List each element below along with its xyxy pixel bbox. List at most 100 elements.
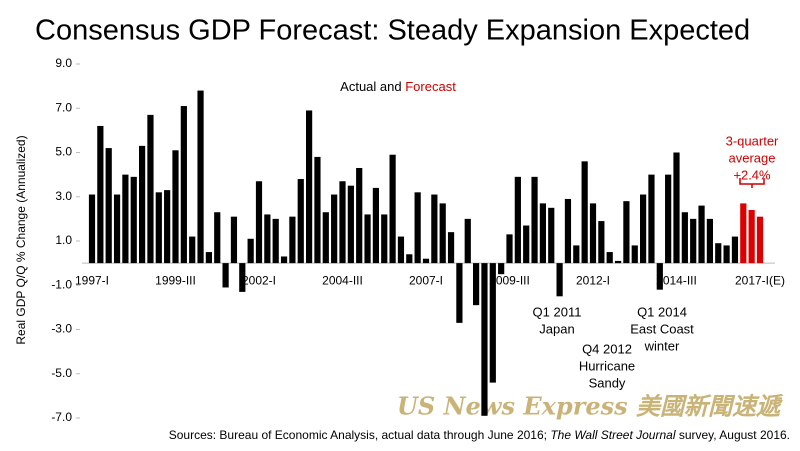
bar — [139, 145, 146, 264]
bar — [748, 210, 755, 264]
legend-forecast: Forecast — [405, 79, 456, 94]
x-tick-label: 2004-III — [322, 273, 363, 287]
bar — [372, 187, 379, 264]
chart-title: Consensus GDP Forecast: Steady Expansion… — [35, 15, 750, 47]
bar — [481, 263, 488, 416]
bar — [498, 263, 505, 275]
bracket — [739, 178, 765, 188]
legend: Actual and Forecast — [340, 79, 456, 94]
bar — [673, 152, 680, 264]
annotation: 3-quarter — [726, 133, 779, 148]
bar — [155, 192, 162, 264]
bar — [581, 161, 588, 264]
bar — [414, 192, 421, 264]
y-tick-label: -3.0 — [51, 322, 72, 336]
bar — [439, 203, 446, 264]
source-text: survey, August 2016. — [675, 428, 790, 442]
bar — [356, 167, 363, 264]
bar — [122, 174, 129, 264]
bar — [197, 90, 204, 264]
bar — [539, 203, 546, 264]
y-tick-label: -1.0 — [51, 277, 72, 291]
annotation: Japan — [539, 321, 574, 336]
bar — [406, 254, 413, 264]
bar — [648, 174, 655, 264]
bar — [598, 221, 605, 264]
annotation: Q4 2012 — [582, 341, 632, 356]
y-tick-label: 5.0 — [55, 145, 72, 159]
bar — [230, 216, 238, 264]
bar — [564, 198, 572, 264]
bar — [239, 263, 246, 292]
bar — [573, 245, 580, 264]
y-axis-label: Real GDP Q/Q % Change (Annualized) — [14, 135, 28, 344]
bar — [180, 106, 187, 264]
bar — [272, 218, 279, 264]
bar — [381, 214, 388, 264]
bar — [88, 194, 96, 264]
bar — [264, 214, 271, 264]
bar — [189, 236, 196, 264]
bar — [422, 258, 430, 264]
bar — [255, 181, 263, 264]
x-tick-label: 2007-I — [409, 273, 443, 287]
bar — [397, 236, 405, 264]
annotation: Q1 2014 — [637, 304, 687, 319]
x-tick-label: 1997-I — [75, 273, 109, 287]
bar — [464, 218, 471, 264]
y-tick-label: 1.0 — [55, 233, 72, 247]
bar — [640, 194, 647, 264]
bar — [105, 148, 112, 264]
bar — [147, 114, 154, 264]
bar — [514, 176, 521, 264]
bar — [606, 252, 613, 264]
x-tick-label: 2014-III — [656, 273, 697, 287]
bar — [306, 110, 313, 264]
bar — [656, 263, 663, 290]
bar — [589, 203, 597, 264]
legend-actual: Actual and — [340, 79, 401, 94]
y-tick-label: 7.0 — [55, 100, 72, 114]
bar — [681, 212, 688, 264]
source: Sources: Bureau of Economic Analysis, ac… — [169, 428, 790, 442]
bar — [214, 212, 221, 264]
annotation: Q1 2011 — [533, 304, 582, 319]
annotation: East Coast — [630, 321, 694, 336]
bar — [364, 214, 371, 264]
bar — [331, 194, 338, 264]
annotation: Hurricane — [579, 358, 635, 373]
bar — [113, 194, 121, 264]
x-tick-label: 2012-I — [576, 273, 610, 287]
bar — [473, 263, 480, 306]
bar — [347, 185, 354, 264]
bar — [97, 125, 104, 264]
bar — [631, 245, 638, 264]
bar — [431, 194, 438, 264]
bar — [614, 260, 622, 264]
bar — [523, 225, 530, 264]
bar — [731, 236, 739, 264]
bar — [556, 263, 563, 297]
bar — [222, 263, 229, 288]
y-tick-label: -7.0 — [51, 410, 72, 424]
x-tick-label: 1999-III — [155, 273, 196, 287]
bar — [548, 207, 555, 264]
x-tick-label: 2009-III — [489, 273, 530, 287]
bar — [280, 256, 288, 264]
bar — [447, 232, 455, 264]
bar — [665, 174, 672, 264]
bar — [322, 212, 329, 264]
bar — [756, 216, 764, 264]
bar — [715, 243, 722, 264]
x-tick-label: 2002-I — [242, 273, 276, 287]
y-tick-label: 3.0 — [55, 189, 72, 203]
bar — [456, 263, 463, 323]
bar — [289, 216, 296, 264]
annotation: average — [729, 150, 776, 165]
bar — [740, 203, 747, 264]
bar — [130, 176, 137, 264]
watermark: US News Express 美國新聞速遞 — [397, 392, 784, 421]
bar — [339, 181, 346, 264]
x-tick-label: 2017-I(E) — [735, 273, 785, 287]
bar — [706, 218, 713, 264]
